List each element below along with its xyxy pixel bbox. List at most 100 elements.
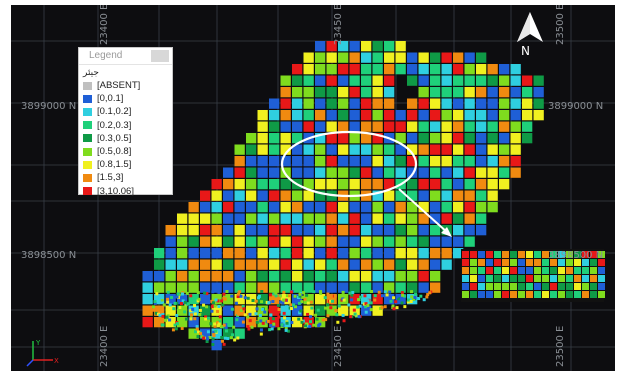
- block-cell: [315, 317, 326, 328]
- block-cell: [464, 225, 475, 236]
- inset-cell: [590, 267, 597, 274]
- block-cell: [349, 87, 360, 98]
- legend-swatch: [83, 94, 92, 103]
- block-cell: [154, 305, 165, 316]
- block-cell: [338, 236, 349, 247]
- block-cell: [395, 271, 406, 282]
- block-cell: [384, 110, 395, 121]
- block-cell: [326, 41, 337, 52]
- block-cell: [361, 52, 372, 63]
- block-cell: [395, 213, 406, 224]
- block-cell: [441, 75, 452, 86]
- inset-cell: [542, 259, 549, 266]
- inset-cell: [550, 259, 557, 266]
- map-frame[interactable]: 3899000 N 3899000 N 3898500 N 3898500 N …: [11, 5, 615, 371]
- block-cell: [223, 179, 234, 190]
- block-cell: [384, 282, 395, 293]
- block-cell: [154, 248, 165, 259]
- block-cell: [211, 225, 222, 236]
- legend-item: [0.8,1.5]: [79, 158, 172, 171]
- block-cell: [361, 98, 372, 109]
- block-cell: [407, 64, 418, 75]
- block-cell: [338, 52, 349, 63]
- block-cell: [441, 248, 452, 259]
- block-cell: [361, 202, 372, 213]
- block-cell: [430, 133, 441, 144]
- block-cell: [407, 133, 418, 144]
- block-model-map[interactable]: 3899000 N 3899000 N 3898500 N 3898500 N …: [11, 5, 615, 371]
- block-cell: [453, 98, 464, 109]
- block-cell: [223, 225, 234, 236]
- block-cell: [384, 202, 395, 213]
- block-cell: [407, 225, 418, 236]
- block-cell: [292, 271, 303, 282]
- block-cell: [303, 110, 314, 121]
- block-cell: [280, 167, 291, 178]
- legend-close-button[interactable]: [151, 50, 169, 62]
- legend-item-label: [0.1,0.2]: [97, 106, 132, 118]
- legend-panel[interactable]: Legend جيئر [ABSENT] [0,0.1] [0.1,0.2] [0.2…: [78, 47, 173, 197]
- block-cell: [338, 259, 349, 270]
- easting-label-top-2: 23450 E: [333, 5, 344, 45]
- block-cell: [476, 121, 487, 132]
- inset-cell: [574, 291, 581, 298]
- block-cell: [476, 133, 487, 144]
- block-cell: [326, 179, 337, 190]
- block-cell: [522, 87, 533, 98]
- block-cell: [315, 294, 326, 305]
- block-cell: [453, 64, 464, 75]
- block-cell: [372, 52, 383, 63]
- inset-cell: [478, 283, 485, 290]
- inset-cell: [582, 291, 589, 298]
- block-cell: [464, 156, 475, 167]
- block-cell: [522, 110, 533, 121]
- block-cell: [177, 305, 188, 316]
- block-cell: [522, 121, 533, 132]
- block-cell: [430, 202, 441, 213]
- block-cell: [280, 190, 291, 201]
- northing-label-right-2: 3898500 N: [548, 250, 603, 261]
- inset-cell: [534, 275, 541, 282]
- legend-header[interactable]: Legend: [79, 48, 172, 65]
- inset-cell: [510, 275, 517, 282]
- block-cell: [464, 236, 475, 247]
- block-cell: [384, 225, 395, 236]
- block-cell: [223, 305, 234, 316]
- block-cell: [269, 271, 280, 282]
- block-cell: [441, 52, 452, 63]
- block-cell: [510, 121, 521, 132]
- block-cell: [441, 179, 452, 190]
- block-cell: [361, 213, 372, 224]
- block-cell: [384, 52, 395, 63]
- block-cell: [280, 282, 291, 293]
- block-cell: [315, 52, 326, 63]
- block-cell: [234, 328, 245, 339]
- block-cell: [372, 236, 383, 247]
- block-cell: [499, 167, 510, 178]
- inset-cell: [502, 275, 509, 282]
- block-cell: [188, 317, 199, 328]
- easting-label-bottom-2: 23450 E: [333, 326, 344, 367]
- block-cell: [487, 202, 498, 213]
- inset-cell: [534, 291, 541, 298]
- block-cell: [372, 133, 383, 144]
- block-cell: [246, 190, 257, 201]
- block-cell: [476, 64, 487, 75]
- block-cell: [246, 236, 257, 247]
- block-cell: [326, 87, 337, 98]
- block-cell: [165, 305, 176, 316]
- legend-item: [0.5,0.8]: [79, 145, 172, 158]
- block-cell: [200, 317, 211, 328]
- block-cell: [234, 271, 245, 282]
- block-cell: [292, 87, 303, 98]
- block-cell: [315, 133, 326, 144]
- block-cell: [246, 305, 257, 316]
- inset-cell: [558, 259, 565, 266]
- inset-cell: [502, 259, 509, 266]
- block-cell: [395, 225, 406, 236]
- inset-cell: [518, 259, 525, 266]
- block-cell: [464, 213, 475, 224]
- legend-item-label: [0,0.1]: [97, 93, 124, 105]
- inset-cell: [518, 283, 525, 290]
